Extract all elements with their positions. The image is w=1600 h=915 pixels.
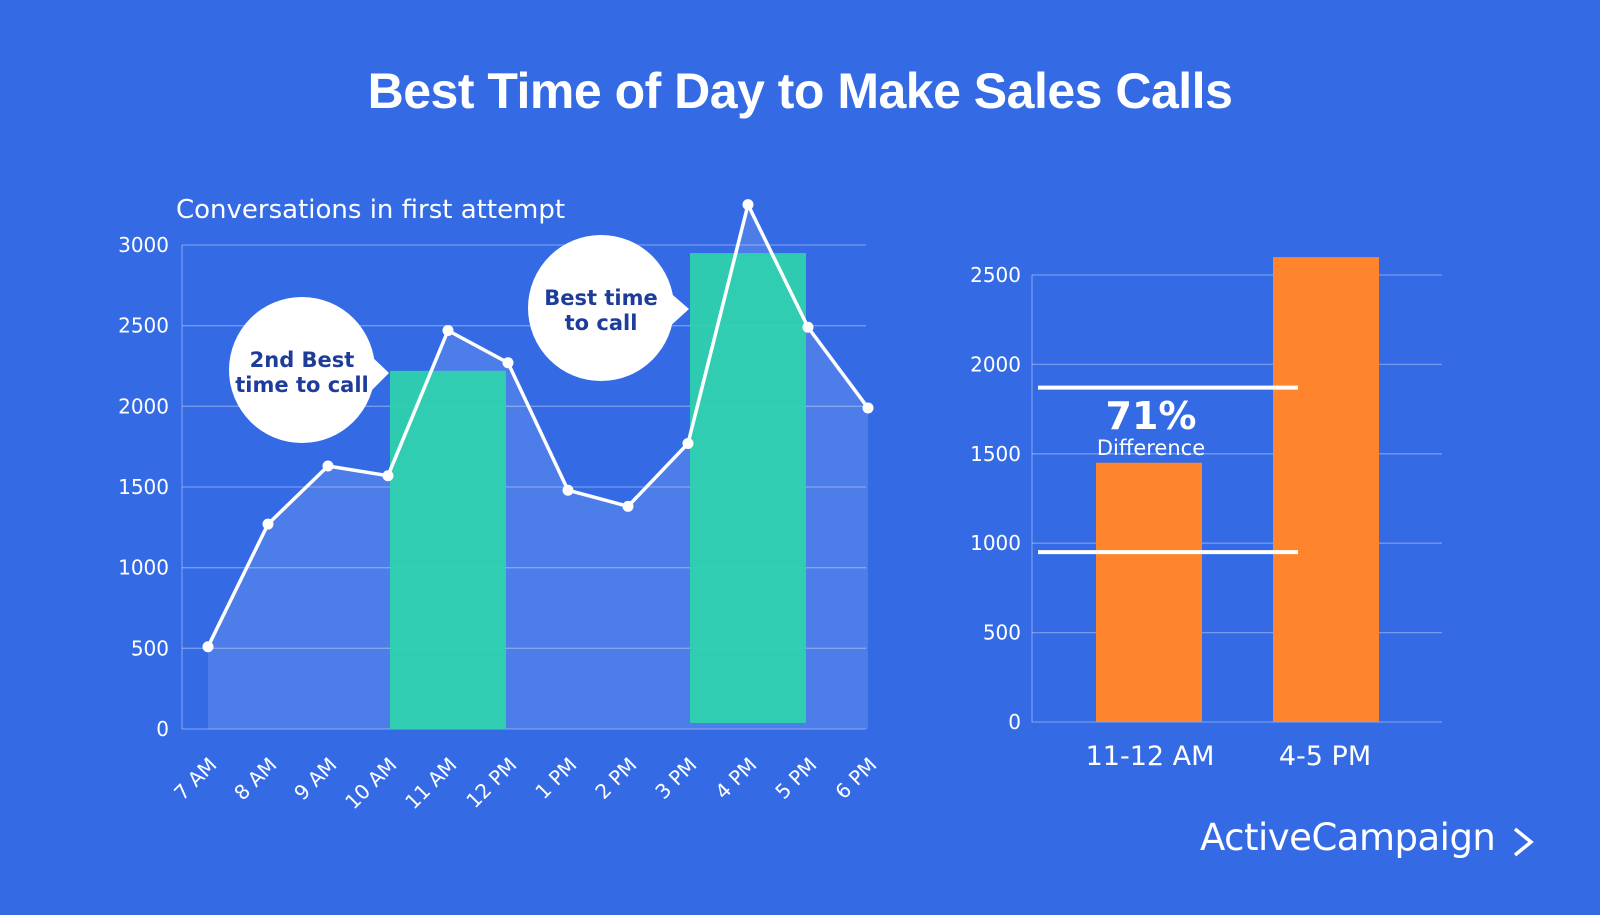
callout-text-line: Best time [544,286,657,310]
line-point-1pm [562,484,574,496]
bar-chart-y-tick: 2500 [970,263,1021,287]
line-chart-y-tick: 1500 [118,475,169,499]
line-chart-y-tick: 0 [156,717,169,741]
line-point-3pm [682,437,694,449]
line-chart-y-tick: 2500 [118,314,169,338]
line-chart-x-tick: 2 PM [590,753,641,804]
line-point-6pm [862,402,874,414]
line-point-12pm [502,357,514,369]
callout-bubble [229,297,375,443]
line-chart-x-tick: 3 PM [650,753,701,804]
line-chart-x-tick: 8 AM [229,753,281,805]
line-chart-y-tick: 2000 [118,394,169,418]
line-point-9am [322,460,334,472]
line-point-11am [442,325,454,337]
callout-bubble [528,235,674,381]
line-chart-title: Conversations in first attempt [176,195,565,225]
line-point-10am [382,470,394,482]
line-chart-y-tick: 1000 [118,556,169,580]
line-chart-y-tick: 3000 [118,233,169,257]
brand-logo-text: ActiveCampaign [1200,816,1496,859]
line-point-2pm [622,500,634,512]
difference-label: Difference [1097,436,1205,460]
line-chart-x-tick: 7 AM [169,753,221,805]
line-chart-x-tick: 10 AM [340,753,401,814]
bar-chart-y-tick: 2000 [970,352,1021,376]
line-chart-x-tick: 5 PM [770,753,821,804]
callout-text-line: 2nd Best [250,348,355,372]
line-chart-x-tick: 12 PM [461,753,521,813]
callout-text-line: time to call [235,373,368,397]
line-point-5pm [802,321,814,333]
bar-4-5 pm [1273,257,1379,722]
line-point-4pm [742,199,754,211]
highlight-bar-3pm [690,253,806,724]
bar-chart-y-tick: 1000 [970,531,1021,555]
line-chart-x-tick: 11 AM [400,753,461,814]
page-title: Best Time of Day to Make Sales Calls [367,63,1233,119]
bar-chart-y-tick: 1500 [970,442,1021,466]
line-chart-x-tick: 9 AM [289,753,341,805]
line-point-7am [202,641,214,653]
bar-11-12 am [1096,462,1202,722]
bar-chart-y-tick: 0 [1008,710,1021,734]
bar-chart-x-label: 4-5 PM [1279,741,1371,772]
line-chart-x-tick: 6 PM [830,753,881,804]
callout-text-line: to call [565,311,638,335]
bar-chart-x-label: 11-12 AM [1086,741,1215,772]
line-chart-x-tick: 1 PM [530,753,581,804]
line-point-8am [262,518,274,530]
bar-chart-y-tick: 500 [983,621,1021,645]
chevron-right-icon [1513,827,1534,857]
difference-percent: 71% [1106,394,1197,438]
highlight-bar-10am [390,370,506,729]
line-chart-x-tick: 4 PM [710,753,761,804]
line-series [206,202,870,648]
line-chart-y-tick: 500 [131,636,169,660]
